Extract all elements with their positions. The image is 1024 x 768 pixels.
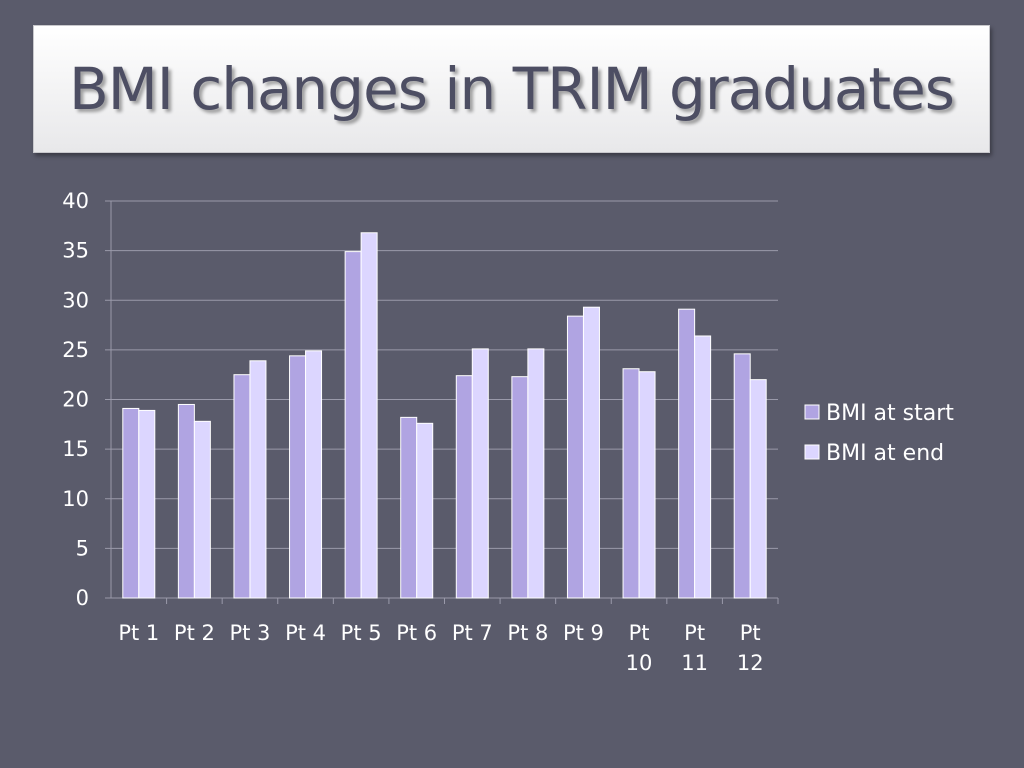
bar-start: [733, 353, 751, 599]
bar-end: [582, 306, 600, 599]
x-tick-label: Pt 7: [452, 621, 493, 645]
bar-end: [249, 360, 267, 599]
title-box: BMI changes in TRIM graduates: [33, 25, 990, 153]
bar-start: [177, 403, 195, 599]
bar-start: [622, 368, 640, 599]
bar-start: [344, 251, 362, 599]
legend-label: BMI at start: [826, 401, 954, 426]
slide-title: BMI changes in TRIM graduates: [68, 55, 955, 123]
y-tick-label: 10: [62, 487, 89, 511]
bar-end: [305, 350, 323, 599]
bar-end: [694, 335, 712, 599]
bar-end: [360, 232, 378, 599]
x-tick-label: Pt 5: [341, 621, 382, 645]
x-tick-label: Pt 6: [396, 621, 437, 645]
bar-end: [138, 409, 156, 599]
x-tick-label: Pt 2: [174, 621, 215, 645]
bar-end: [638, 371, 656, 599]
y-tick-label: 20: [62, 388, 89, 412]
bar-start: [122, 407, 140, 599]
legend-swatch: [804, 444, 820, 460]
x-tick-label: Pt 1: [118, 621, 159, 645]
y-tick-label: 25: [62, 338, 89, 362]
bar-end: [749, 379, 767, 599]
bar-end: [416, 422, 434, 599]
bar-start: [566, 315, 584, 599]
y-tick-label: 30: [62, 288, 89, 312]
y-tick-label: 0: [76, 586, 89, 610]
legend-label: BMI at end: [826, 441, 944, 466]
x-tick-label: Pt 9: [563, 621, 604, 645]
bar-start: [400, 416, 418, 599]
x-tick-label: Pt 3: [229, 621, 270, 645]
bar-start: [678, 308, 696, 599]
x-tick-label: Pt 10: [626, 621, 653, 675]
bar-end: [471, 348, 489, 599]
bar-start: [233, 374, 251, 599]
bar-end: [193, 420, 211, 599]
y-tick-label: 35: [62, 239, 89, 263]
bar-start: [455, 375, 473, 599]
x-tick-label: Pt 11: [681, 621, 708, 675]
legend-swatch: [804, 404, 820, 420]
x-tick-label: Pt 4: [285, 621, 326, 645]
bar-start: [289, 355, 307, 599]
y-tick-label: 15: [62, 437, 89, 461]
y-tick-label: 5: [76, 536, 89, 560]
bar-end: [527, 348, 545, 599]
x-tick-label: Pt 12: [737, 621, 764, 675]
x-tick-label: Pt 8: [507, 621, 548, 645]
y-tick-label: 40: [62, 189, 89, 213]
bar-start: [511, 376, 529, 599]
